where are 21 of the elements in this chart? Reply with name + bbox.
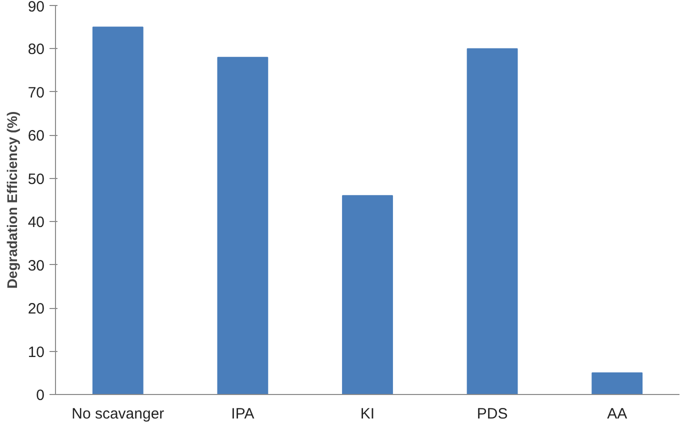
bar — [217, 56, 268, 394]
y-tick-label: 40 — [28, 214, 45, 232]
x-tick-label: AA — [607, 406, 628, 422]
y-tick-label: 20 — [28, 300, 45, 318]
y-tick-label: 0 — [36, 387, 44, 404]
y-tick-label: 60 — [28, 128, 45, 145]
y-axis-title: Degradation Efficiency (%) — [4, 111, 20, 289]
x-tick-label: PDS — [476, 406, 508, 422]
bar — [592, 372, 643, 394]
y-tick-label: 10 — [28, 344, 45, 361]
x-tick-label: No scavanger — [72, 406, 164, 422]
bar — [466, 48, 518, 394]
y-tick-label: 30 — [28, 257, 45, 274]
x-tick-label: KI — [360, 406, 375, 422]
y-tick-label: 70 — [28, 84, 45, 102]
y-tick-label: 50 — [28, 170, 45, 188]
x-tick-label: IPA — [231, 406, 254, 422]
y-tick-label: 80 — [28, 41, 45, 58]
y-tick-label: 90 — [28, 0, 45, 16]
bar — [92, 26, 144, 394]
bar — [342, 195, 393, 394]
